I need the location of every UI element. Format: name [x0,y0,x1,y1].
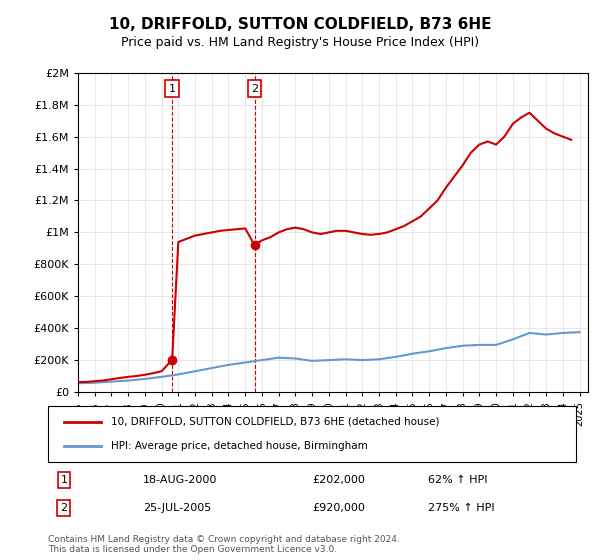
Text: HPI: Average price, detached house, Birmingham: HPI: Average price, detached house, Birm… [112,441,368,451]
Text: £202,000: £202,000 [312,475,365,485]
Text: £920,000: £920,000 [312,503,365,513]
FancyBboxPatch shape [48,406,576,462]
Text: 2: 2 [60,503,67,513]
Text: 10, DRIFFOLD, SUTTON COLDFIELD, B73 6HE (detached house): 10, DRIFFOLD, SUTTON COLDFIELD, B73 6HE … [112,417,440,427]
Text: 10, DRIFFOLD, SUTTON COLDFIELD, B73 6HE: 10, DRIFFOLD, SUTTON COLDFIELD, B73 6HE [109,17,491,32]
Text: 1: 1 [61,475,67,485]
Text: 275% ↑ HPI: 275% ↑ HPI [428,503,495,513]
Text: Contains HM Land Registry data © Crown copyright and database right 2024.
This d: Contains HM Land Registry data © Crown c… [48,535,400,554]
Text: 25-JUL-2005: 25-JUL-2005 [143,503,211,513]
Text: 62% ↑ HPI: 62% ↑ HPI [428,475,488,485]
Text: 1: 1 [169,84,176,94]
Text: 2: 2 [251,84,258,94]
Text: 18-AUG-2000: 18-AUG-2000 [143,475,217,485]
Text: Price paid vs. HM Land Registry's House Price Index (HPI): Price paid vs. HM Land Registry's House … [121,36,479,49]
